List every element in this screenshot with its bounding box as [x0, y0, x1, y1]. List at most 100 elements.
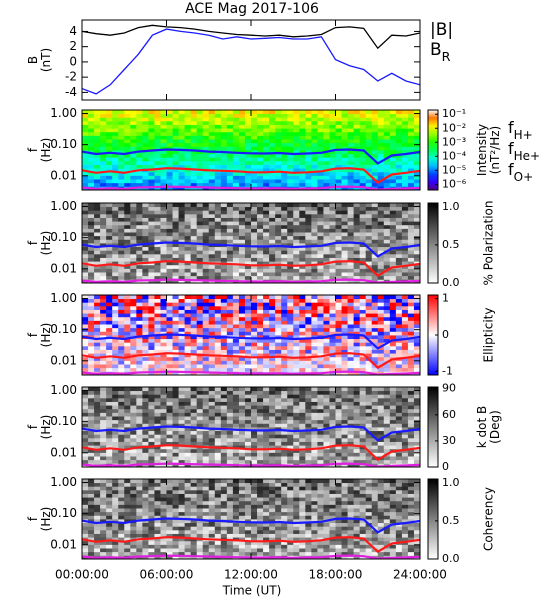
spectrogram-cell — [365, 302, 373, 307]
y-tick-label: 4 — [69, 24, 77, 38]
spectrogram-cell — [238, 264, 246, 269]
y-tick-label: 1.00 — [50, 199, 77, 213]
spectrogram-cell — [377, 157, 385, 162]
spectrogram-cell — [335, 275, 342, 280]
spectrogram-cell — [413, 164, 420, 169]
spectrogram-cell — [166, 139, 173, 144]
spectrogram-cell — [88, 295, 95, 300]
spectrogram-cell — [178, 331, 186, 336]
spectrogram-cell — [251, 309, 258, 314]
spectrogram-cell — [353, 139, 361, 144]
spectrogram-cell — [166, 456, 173, 461]
spectrogram-cell — [311, 171, 318, 176]
spectrogram-cell — [106, 203, 113, 208]
spectrogram-cell — [371, 203, 379, 208]
spectrogram-cell — [341, 150, 348, 155]
spectrogram-cell — [94, 416, 101, 421]
spectrogram-cell — [293, 412, 300, 417]
spectrogram-cell — [142, 331, 149, 336]
spectrogram-cell — [305, 157, 312, 162]
spectrogram-cell — [118, 405, 125, 410]
spectrogram-cell — [341, 360, 348, 365]
spectrogram-cell — [365, 298, 373, 303]
spectrogram-cell — [371, 275, 379, 280]
spectrogram-cell — [263, 309, 270, 314]
spectrogram-cell — [407, 423, 415, 428]
spectrogram-cell — [341, 124, 348, 129]
spectrogram-cell — [323, 364, 330, 369]
spectrogram-cell — [178, 349, 186, 354]
spectrogram-cell — [407, 338, 415, 343]
spectrogram-cell — [269, 120, 276, 125]
spectrogram-cell — [226, 412, 234, 417]
spectrogram-cell — [184, 416, 192, 421]
spectrogram-cell — [226, 452, 234, 457]
spectrogram-cell — [395, 459, 403, 464]
spectrogram-cell — [323, 295, 330, 300]
spectrogram-cell — [287, 427, 294, 432]
spectrogram-cell — [341, 335, 348, 340]
spectrogram-cell — [238, 364, 246, 369]
spectrogram-cell — [232, 239, 240, 244]
spectrogram-cell — [383, 338, 391, 343]
spectrogram-cell — [413, 153, 420, 158]
spectrogram-cell — [407, 316, 415, 321]
spectrogram-cell — [202, 331, 210, 336]
spectrogram-cell — [299, 331, 306, 336]
spectrogram-cell — [88, 235, 95, 240]
spectrogram-cell — [299, 210, 306, 215]
spectrogram-cell — [100, 405, 107, 410]
spectrogram-cell — [347, 430, 355, 435]
y-tick-label: 0.01 — [50, 168, 77, 182]
spectrogram-cell — [112, 416, 119, 421]
spectrogram-cell — [130, 305, 137, 310]
spectrogram-cell — [413, 179, 420, 184]
spectrogram-cell — [94, 427, 101, 432]
spectrogram-cell — [365, 445, 373, 450]
spectrogram-cell — [413, 206, 420, 211]
spectrogram-cell — [305, 110, 312, 115]
spectrogram-cell — [287, 175, 294, 180]
spectrogram-cell — [383, 232, 391, 237]
spectrogram-cell — [251, 305, 258, 310]
spectrogram-cell — [407, 113, 415, 118]
spectrogram-cell — [118, 342, 125, 347]
spectrogram-cell — [214, 264, 222, 269]
spectrogram-cell — [269, 235, 276, 240]
spectrogram-cell — [269, 327, 276, 332]
spectrogram-cell — [208, 305, 216, 310]
spectrogram-cell — [214, 175, 222, 180]
spectrogram-cell — [407, 128, 415, 133]
spectrogram-cell — [287, 128, 294, 133]
spectrogram-cell — [257, 423, 264, 428]
spectrogram-cell — [371, 268, 379, 273]
spectrogram-cell — [383, 246, 391, 251]
spectrogram-cell — [118, 353, 125, 358]
spectrogram-cell — [359, 157, 367, 162]
spectrogram-cell — [317, 250, 324, 255]
spectrogram-cell — [281, 135, 288, 140]
spectrogram-cell — [196, 302, 204, 307]
spectrogram-cell — [347, 342, 355, 347]
spectrogram-cell — [389, 228, 397, 233]
spectrogram-cell — [94, 232, 101, 237]
spectrogram-cell — [190, 335, 198, 340]
spectrogram-cell — [329, 448, 336, 453]
spectrogram-cell — [323, 416, 330, 421]
spectrogram-cell — [196, 150, 204, 155]
colorbar-tick-label: 1 — [442, 292, 449, 305]
spectrogram-cell — [184, 146, 192, 151]
spectrogram-cell — [232, 206, 240, 211]
spectrogram-cell — [244, 356, 252, 361]
spectrogram-cell — [293, 364, 300, 369]
spectrogram-cell — [413, 434, 420, 439]
spectrogram-cell — [106, 120, 113, 125]
spectrogram-cell — [208, 110, 216, 115]
spectrogram-cell — [275, 235, 282, 240]
spectrogram-cell — [359, 313, 367, 318]
spectrogram-cell — [383, 153, 391, 158]
spectrogram-cell — [148, 448, 155, 453]
spectrogram-cell — [196, 356, 204, 361]
spectrogram-cell — [323, 459, 330, 464]
spectrogram-cell — [148, 298, 155, 303]
